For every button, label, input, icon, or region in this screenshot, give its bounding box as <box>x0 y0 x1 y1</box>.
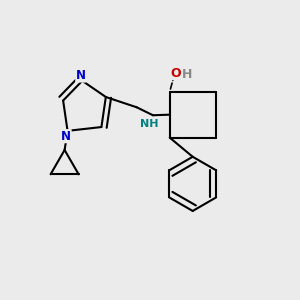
Text: O: O <box>170 67 181 80</box>
Text: NH: NH <box>140 119 159 129</box>
Text: N: N <box>61 130 71 143</box>
Text: H: H <box>182 68 193 80</box>
Text: N: N <box>76 69 86 82</box>
